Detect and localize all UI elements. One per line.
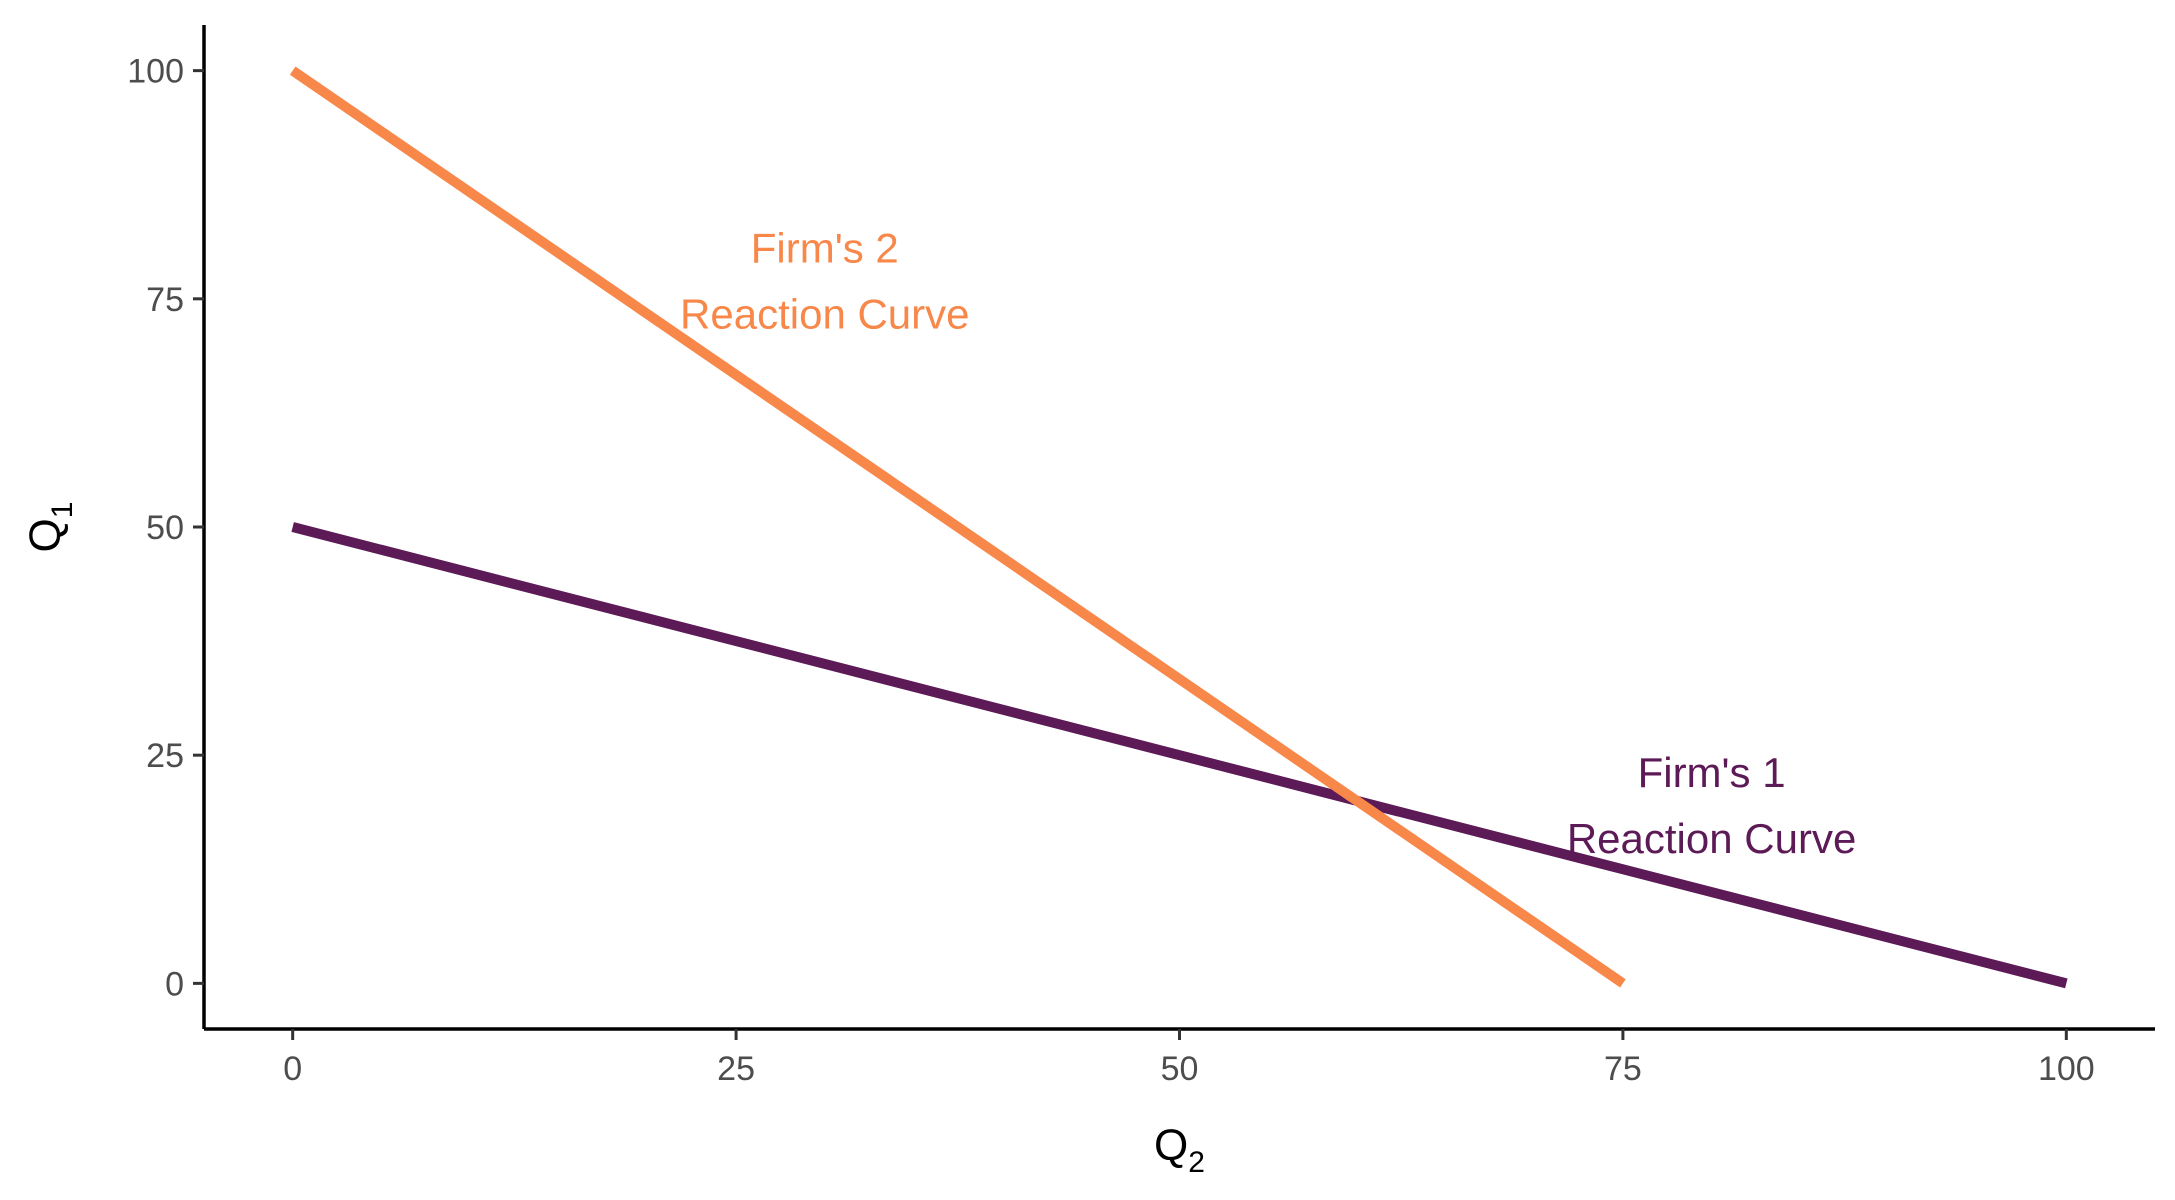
y-tick-label: 100 [127, 53, 184, 91]
y-axis-title-base: Q [21, 518, 70, 552]
firm1-label-line-1: Firm's 1 [1638, 749, 1786, 796]
firm2-reaction-curve [289, 66, 1626, 988]
y-tick-label: 0 [165, 965, 184, 1003]
x-axis-title: Q2 [1154, 1121, 1205, 1179]
firm1-reaction-curve [291, 522, 2068, 989]
x-ticks: 0 25 50 75 100 [283, 1029, 2095, 1088]
x-axis-title-subscript: 2 [1188, 1146, 1205, 1179]
x-tick-label: 100 [2038, 1050, 2095, 1088]
y-tick-label: 25 [146, 737, 184, 775]
y-tick-label: 50 [146, 509, 184, 547]
x-tick-label: 75 [1604, 1050, 1642, 1088]
annotations: Firm's 2 Reaction Curve Firm's 1 Reaction C… [680, 224, 1856, 862]
y-ticks: 0 25 50 75 100 [127, 53, 204, 1003]
x-tick-label: 25 [717, 1050, 755, 1088]
firm2-label-line-2: Reaction Curve [680, 290, 969, 337]
x-axis-title-base: Q [1154, 1121, 1188, 1170]
firm1-label-line-2: Reaction Curve [1567, 815, 1856, 862]
y-axis-title: Q1 [21, 502, 79, 553]
x-tick-label: 0 [283, 1050, 302, 1088]
y-tick-label: 75 [146, 281, 184, 319]
firm2-label-line-1: Firm's 2 [751, 224, 899, 271]
x-tick-label: 50 [1161, 1050, 1199, 1088]
y-axis-title-subscript: 1 [46, 502, 79, 519]
axes: 0 25 50 75 100 0 25 50 75 100 [127, 25, 2155, 1088]
plot-lines [289, 66, 2068, 989]
